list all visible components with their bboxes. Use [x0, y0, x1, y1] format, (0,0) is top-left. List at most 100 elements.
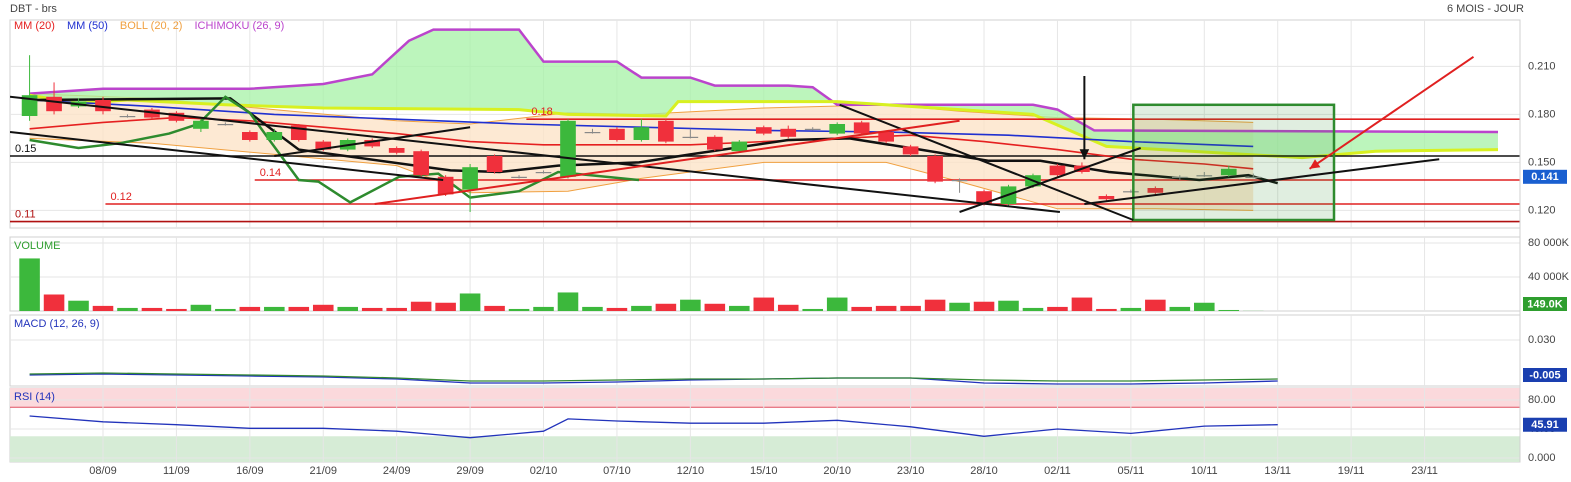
volume-bar — [949, 302, 970, 311]
candle-body — [1049, 165, 1066, 176]
cloud-fill — [29, 29, 1498, 158]
candle-body — [706, 136, 723, 150]
candle-body — [266, 132, 283, 140]
indicator-line — [29, 97, 1279, 185]
volume-bar — [410, 301, 432, 311]
y-tick-label: 0.120 — [1528, 204, 1556, 216]
volume-bar — [900, 305, 921, 311]
overbought-zone — [10, 388, 1520, 408]
y-tick-label: 0.000 — [1528, 452, 1556, 464]
volume-bar — [166, 308, 187, 311]
volume-bar — [215, 308, 236, 311]
candle-body — [315, 141, 332, 150]
level-label: 0.11 — [15, 209, 36, 221]
level-label: 0.12 — [110, 191, 131, 203]
arrow-head — [1309, 159, 1321, 169]
x-tick-label: 08/09 — [89, 465, 117, 477]
volume-bar — [924, 299, 946, 311]
level-label: 0.14 — [260, 167, 281, 179]
x-tick-label: 28/10 — [970, 465, 998, 477]
volume-bar — [973, 301, 995, 311]
volume-bar — [92, 305, 114, 311]
volume-bar — [141, 307, 163, 311]
x-tick-label: 11/09 — [163, 465, 190, 477]
volume-bar — [655, 303, 677, 311]
x-tick-label: 20/10 — [823, 465, 851, 477]
volume-bar — [875, 305, 897, 311]
candle-body — [682, 136, 699, 138]
volume-bar — [239, 306, 261, 311]
cloud-span-a — [29, 93, 1499, 160]
candle-body — [853, 122, 870, 134]
volume-bar — [777, 304, 799, 311]
candle-body — [976, 191, 992, 204]
level-label: 0.15 — [15, 143, 36, 155]
x-tick-label: 13/11 — [1264, 465, 1291, 477]
legend-entry: MM (50) — [67, 20, 108, 32]
volume-bar — [753, 297, 775, 311]
candle-body — [511, 176, 527, 178]
volume-bar — [1145, 299, 1166, 311]
candle-body — [364, 140, 381, 147]
candle-body — [46, 96, 62, 112]
volume-bar — [998, 300, 1019, 311]
band-lower — [29, 137, 1254, 211]
candle-body — [486, 156, 503, 172]
value-box-label: -0.005 — [1529, 369, 1560, 381]
trend-line — [1084, 158, 1440, 205]
candle-body — [560, 120, 576, 177]
x-tick-label: 02/11 — [1044, 465, 1071, 477]
candle-body — [388, 148, 405, 153]
indicator-line — [29, 95, 640, 204]
volume-bar — [1071, 297, 1093, 311]
volume-bar — [508, 308, 530, 311]
x-tick-label: 19/11 — [1338, 465, 1365, 477]
x-tick-label: 29/09 — [456, 465, 484, 477]
volume-bar — [631, 305, 652, 311]
y-tick-label: 0.180 — [1528, 108, 1556, 120]
y-tick-label: 0.150 — [1528, 156, 1556, 168]
candle-body — [1245, 176, 1262, 178]
arrow-head — [1079, 149, 1090, 160]
candle-body — [168, 112, 185, 121]
value-box-label: 0.141 — [1531, 171, 1559, 183]
candle-body — [193, 120, 209, 129]
x-tick-label: 23/11 — [1411, 465, 1438, 477]
panel-layer — [10, 237, 1520, 311]
volume-bar — [288, 306, 310, 311]
candle-body — [462, 167, 478, 190]
legend-entry: BOLL (20, 2) — [120, 20, 183, 32]
candle-body — [584, 132, 601, 134]
volume-bar — [582, 306, 603, 311]
value-box — [1523, 297, 1567, 311]
volume-bar — [312, 304, 334, 311]
volume-bar — [826, 297, 848, 311]
volume-bar — [43, 294, 65, 311]
volume-bar — [704, 303, 726, 311]
trend-line — [1308, 55, 1475, 170]
value-box-label: 45.91 — [1531, 419, 1559, 431]
volume-bar — [337, 306, 359, 311]
y-tick-label: 80.00 — [1528, 394, 1556, 406]
x-tick-label: 24/09 — [383, 465, 411, 477]
x-tick-label: 10/11 — [1191, 465, 1218, 477]
volume-bar — [1022, 307, 1044, 311]
period[interactable]: 6 MOIS - JOUR — [1447, 3, 1524, 15]
candle-body — [731, 141, 748, 152]
y-tick-label: 0.030 — [1528, 334, 1556, 346]
value-box — [1523, 417, 1567, 432]
candle-body — [633, 127, 650, 140]
x-tick-label: 07/10 — [603, 465, 631, 477]
panel — [9, 314, 1521, 387]
panel-title: RSI (14) — [14, 391, 55, 403]
symbol: DBT - brs — [10, 3, 57, 15]
volume-bar — [484, 305, 505, 311]
x-tick-label: 21/09 — [309, 465, 337, 477]
candle-body — [413, 151, 429, 176]
volume-bar — [19, 258, 40, 311]
cloud-span-b — [29, 28, 1499, 134]
volume-bar — [117, 307, 138, 311]
value-box — [1523, 169, 1567, 184]
candle-body — [609, 128, 625, 140]
